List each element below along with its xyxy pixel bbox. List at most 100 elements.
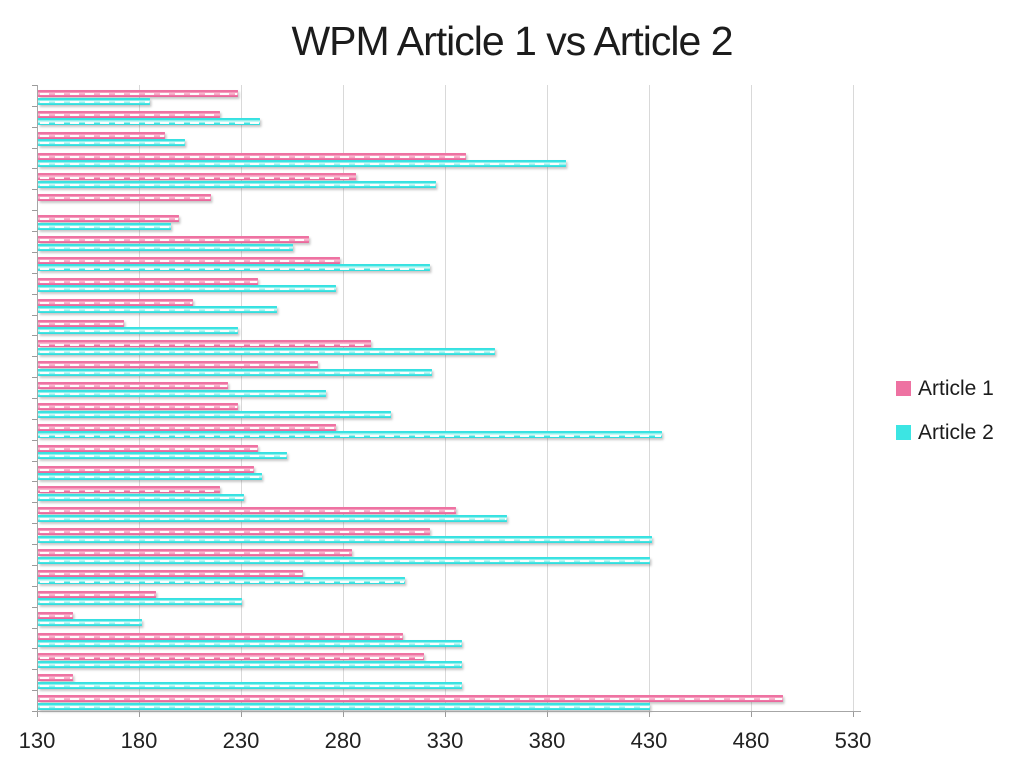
legend-label: Article 2 [918,421,994,444]
gridline [649,85,650,711]
bar-row [38,544,853,565]
article1-legend-swatch [896,381,911,396]
y-axis-tick [32,606,37,608]
article1-bar [38,653,424,661]
bar-row [38,690,853,711]
y-axis-tick [32,126,37,128]
x-axis-tick [853,712,854,717]
article1-bar [38,194,212,202]
article1-bar [38,277,259,285]
y-axis-tick [32,690,37,692]
y-axis-tick [32,231,37,233]
legend-item: Article 1 [896,377,994,421]
y-axis-tick [32,189,37,191]
y-axis-tick [32,335,37,337]
article1-bar [38,444,259,452]
article2-bar [38,347,495,355]
y-axis-tick [32,356,37,358]
article2-bar [38,577,406,585]
article2-bar [38,514,508,522]
y-axis-tick [32,272,37,274]
article2-bar [38,97,151,105]
bar-row [38,315,853,336]
x-tick-label: 330 [426,728,464,753]
x-axis-tick [445,712,446,717]
article2-bar [38,389,326,397]
article2-bar [38,640,463,648]
y-axis-tick [32,418,37,420]
x-axis-tick [751,712,752,717]
bar-row [38,168,853,189]
article1-bar [38,569,304,577]
gridline [547,85,548,711]
gridline [343,85,344,711]
article1-bar [38,173,357,181]
y-axis-tick [32,251,37,253]
article2-bar [38,327,238,335]
y-axis-tick [32,544,37,546]
plot-area [32,85,861,717]
bar-row [38,127,853,148]
bar-row [38,648,853,669]
x-tick-label: 480 [732,728,770,753]
article1-bar [38,90,238,97]
y-axis-tick [32,711,37,712]
article2-bar [38,535,652,543]
legend: Article 1 Article 2 [896,377,994,465]
article2-bar [38,702,650,710]
bar-row [38,419,853,440]
article2-bar [38,264,430,272]
x-axis-tick [649,712,650,717]
article2-bar [38,285,336,293]
gridline [751,85,752,711]
article1-bar [38,611,73,619]
article1-bar [38,236,310,244]
article2-bar [38,222,171,230]
bar-row [38,210,853,231]
x-tick-label: 280 [324,728,362,753]
article1-bar [38,528,430,536]
article1-bar [38,549,353,557]
article2-bar [38,619,142,627]
x-tick-label: 380 [528,728,566,753]
article2-bar [38,139,185,147]
bar-row [38,565,853,586]
article2-bar [38,431,663,439]
chart-title: WPM Article 1 vs Article 2 [291,18,733,64]
bar-row [38,669,853,690]
article1-bar [38,298,193,306]
x-axis-tick [139,712,140,717]
article1-bar [38,465,255,473]
bar-row [38,294,853,315]
article1-bar [38,507,457,515]
article1-bar [38,674,73,682]
y-axis-tick [32,669,37,671]
y-axis-tick [32,481,37,483]
bar-row [38,523,853,544]
article2-bar [38,118,261,126]
article2-bar [38,180,436,188]
bar-row [38,628,853,649]
article2-bar [38,306,277,314]
x-tick-label: 130 [18,728,56,753]
x-axis-line [36,711,861,712]
bar-row [38,356,853,377]
article1-bar [38,340,371,348]
y-axis-tick [32,564,37,566]
article1-bar [38,215,179,223]
bar-row [38,252,853,273]
y-axis-tick [32,502,37,504]
article1-bar [38,695,783,703]
article2-bar [38,452,287,460]
y-axis-tick [32,460,37,462]
x-axis-tick [37,712,38,717]
x-axis-tick [343,712,344,717]
y-axis-tick [32,210,37,212]
article1-bar [38,361,318,369]
article2-bar [38,660,463,668]
article1-bar [38,131,165,139]
y-axis-tick [32,168,37,170]
article2-bar [38,410,391,418]
article1-bar [38,423,336,431]
